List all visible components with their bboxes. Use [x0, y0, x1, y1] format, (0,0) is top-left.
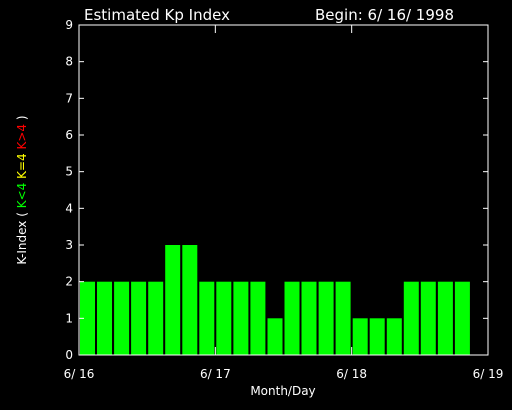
x-tick-label: 6/ 16 — [64, 367, 95, 381]
y-tick-label: 1 — [65, 311, 73, 325]
y-tick-label: 8 — [65, 55, 73, 69]
y-tick-label: 4 — [65, 201, 73, 215]
kp-bar — [386, 318, 402, 355]
y-tick-label: 7 — [65, 91, 73, 105]
y-tick-label: 6 — [65, 128, 73, 142]
plot-frame — [78, 24, 489, 356]
kp-bar — [182, 245, 198, 355]
kp-bar — [318, 281, 334, 355]
kp-bar — [233, 281, 249, 355]
kp-bar — [199, 281, 215, 355]
kp-bar — [216, 281, 232, 355]
x-axis: 6/ 16 6/ 17 6/ 18 6/ 19 — [64, 25, 504, 381]
y-axis-label-mid: K=4 — [15, 153, 29, 179]
y-axis-label-low: K<4 — [15, 183, 29, 209]
bar-series — [80, 245, 470, 355]
y-axis: 0 1 2 3 4 5 6 7 8 9 — [65, 18, 488, 362]
y-axis-label-prefix: K-Index ( — [15, 212, 29, 264]
kp-bar — [369, 318, 385, 355]
kp-bar — [420, 281, 436, 355]
y-tick-label: 0 — [65, 348, 73, 362]
kp-bar — [114, 281, 130, 355]
y-tick-label: 5 — [65, 165, 73, 179]
x-tick-label: 6/ 19 — [473, 367, 504, 381]
kp-bar — [284, 281, 300, 355]
y-tick-label: 3 — [65, 238, 73, 252]
kp-bar — [250, 281, 266, 355]
begin-date: Begin: 6/ 16/ 1998 — [315, 6, 454, 24]
x-axis-label: Month/Day — [250, 384, 315, 398]
kp-bar — [80, 281, 95, 355]
kp-bar — [267, 318, 283, 355]
kp-bar — [165, 245, 181, 355]
kp-bar — [97, 281, 112, 355]
kp-bar — [437, 281, 453, 355]
chart-title: Estimated Kp Index — [84, 6, 230, 24]
x-tick-label: 6/ 17 — [200, 367, 231, 381]
kp-bar — [335, 281, 351, 355]
kp-bar — [148, 281, 164, 355]
kp-bar — [454, 281, 470, 355]
y-axis-label-suffix: ) — [15, 115, 29, 120]
x-tick-label: 6/ 18 — [336, 367, 367, 381]
y-tick-label: 2 — [65, 275, 73, 289]
y-tick-label: 9 — [65, 18, 73, 32]
kp-bar — [352, 318, 368, 355]
kp-bar — [301, 281, 317, 355]
y-axis-label-high: K>4 — [15, 124, 29, 150]
y-axis-label: K-Index ( K<4 K=4 K>4 ) — [15, 115, 29, 264]
kp-bar — [131, 281, 147, 355]
kp-bar — [403, 281, 419, 355]
